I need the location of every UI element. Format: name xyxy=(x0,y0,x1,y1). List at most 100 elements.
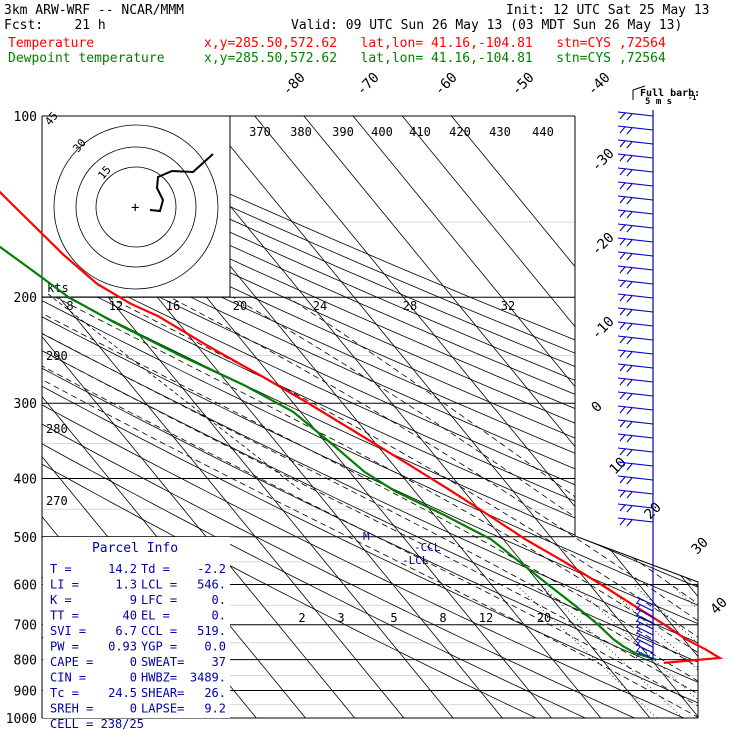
wind-barb xyxy=(635,596,654,606)
dry-adiabat-line xyxy=(42,116,698,718)
parcel-info-value: 3489. xyxy=(190,671,226,685)
dry-adiabat-line xyxy=(42,116,698,718)
init-time: Init: 12 UTC Sat 25 May 13 xyxy=(506,3,710,18)
pressure-label: 500 xyxy=(14,531,37,546)
wind-barb xyxy=(635,614,654,624)
wind-barb xyxy=(617,349,654,359)
theta-side-label: 270 xyxy=(46,494,68,508)
dry-adiabat-line xyxy=(42,116,586,718)
dewpoint-profile xyxy=(0,245,657,661)
hodograph-ring xyxy=(75,146,197,268)
wind-barb xyxy=(617,405,654,415)
dry-adiabat-line xyxy=(42,116,698,718)
hodograph-box xyxy=(42,116,231,298)
parcel-info-key: TT = xyxy=(50,609,79,623)
hodograph-speed-label: 24 xyxy=(313,299,327,313)
parcel-info-key: LCL = xyxy=(141,578,177,592)
parcel-info-key: LI = xyxy=(50,578,79,592)
barb-legend-icon xyxy=(632,85,646,100)
isotherm-label: -40 xyxy=(585,70,614,99)
parcel-info-value: 1.3 xyxy=(115,578,137,592)
parcel-info-value: 0 xyxy=(130,655,137,669)
hodograph-ring-label: 30 xyxy=(70,136,88,155)
hodograph-speed-label: 16 xyxy=(166,299,180,313)
mixing-ratio-line xyxy=(515,584,658,718)
wind-barb xyxy=(617,335,654,345)
dry-adiabat-line xyxy=(42,116,698,718)
parcel-info-key: CCL = xyxy=(141,624,177,638)
parcel-info-key: Tc = xyxy=(50,686,79,700)
wind-barb xyxy=(617,153,654,163)
dry-adiabat-line xyxy=(42,116,698,718)
theta-label: 380 xyxy=(290,125,312,139)
isotherm-line xyxy=(401,116,698,718)
dry-adiabat-line xyxy=(42,116,698,718)
isotherm-line xyxy=(205,116,698,718)
dry-adiabat-line xyxy=(42,116,698,718)
hodograph-speed-label: 12 xyxy=(109,299,123,313)
dry-adiabat-line xyxy=(42,116,698,718)
parcel-info-panel xyxy=(43,537,230,718)
dry-adiabat-line xyxy=(42,116,698,718)
parcel-info-key: CAPE = xyxy=(50,655,93,669)
isotherm-label: -50 xyxy=(509,70,538,99)
isotherm-line xyxy=(451,116,698,718)
wind-barb xyxy=(635,602,654,612)
pressure-label: 400 xyxy=(14,472,37,487)
wind-barb xyxy=(617,223,654,233)
wind-barb xyxy=(635,608,654,618)
parcel-info-value: 0. xyxy=(212,609,226,623)
parcel-info-value: 0 xyxy=(130,671,137,685)
mixing-ratio-line xyxy=(670,584,698,718)
parcel-info-key: SREH = xyxy=(50,702,93,716)
wind-barb xyxy=(617,307,654,317)
pressure-label: 200 xyxy=(14,291,37,306)
parcel-info-key: LAPSE= xyxy=(141,702,184,716)
parcel-info-key: K = xyxy=(50,593,72,607)
wind-barb xyxy=(617,279,654,289)
moist-adiabat-line xyxy=(232,296,698,718)
isotherm-line xyxy=(303,116,698,718)
isotherm-line xyxy=(42,116,405,718)
parcel-info-key: YGP = xyxy=(141,640,177,654)
hodograph-ring-label: 15 xyxy=(95,163,113,182)
right-border xyxy=(574,116,699,718)
mixing-ratio-line xyxy=(572,584,698,718)
parcel-info-key: SWEAT= xyxy=(141,655,184,669)
parcel-info-key: SHEAR= xyxy=(141,686,184,700)
isotherm-label: -10 xyxy=(589,314,618,343)
barb-legend-exponent: -1 xyxy=(688,94,696,102)
parcel-info-value: 37 xyxy=(212,655,226,669)
temperature-legend: Temperature xyxy=(8,36,95,51)
dry-adiabat-line xyxy=(42,116,698,718)
hodograph-center: + xyxy=(131,200,139,216)
wind-barb xyxy=(617,363,654,373)
parcel-info-value: 546. xyxy=(197,578,226,592)
wind-barb xyxy=(635,638,654,648)
pressure-label: 900 xyxy=(14,684,37,699)
hodograph-trace xyxy=(149,153,214,213)
wind-barb xyxy=(617,391,654,401)
wind-barb xyxy=(635,632,654,642)
temperature-profile xyxy=(0,190,724,664)
hodograph-ring xyxy=(53,124,219,290)
parcel-marker-label: -CCL xyxy=(414,541,441,554)
theta-side-label: 290 xyxy=(46,349,68,363)
isotherm-label: -30 xyxy=(589,146,618,175)
theta-label: 440 xyxy=(532,125,554,139)
pressure-label: 700 xyxy=(14,619,37,634)
parcel-info-key: CIN = xyxy=(50,671,86,685)
mixing-ratio-label: 5 xyxy=(390,611,397,625)
pressure-label: 600 xyxy=(14,578,37,593)
dry-adiabat-line xyxy=(42,116,698,718)
parcel-info-value: 0.0 xyxy=(204,640,226,654)
dry-adiabat-line xyxy=(42,116,635,718)
parcel-info-key: T = xyxy=(50,562,72,576)
parcel-info-value: 0 xyxy=(130,702,137,716)
isotherm-label: 40 xyxy=(708,595,731,618)
parcel-info-value: 0.93 xyxy=(108,640,137,654)
parcel-info-key: HWBZ= xyxy=(141,671,177,685)
parcel-info-value: 26. xyxy=(204,686,226,700)
isotherm-label: -80 xyxy=(280,70,309,99)
mixing-ratio-label: 2 xyxy=(298,611,305,625)
